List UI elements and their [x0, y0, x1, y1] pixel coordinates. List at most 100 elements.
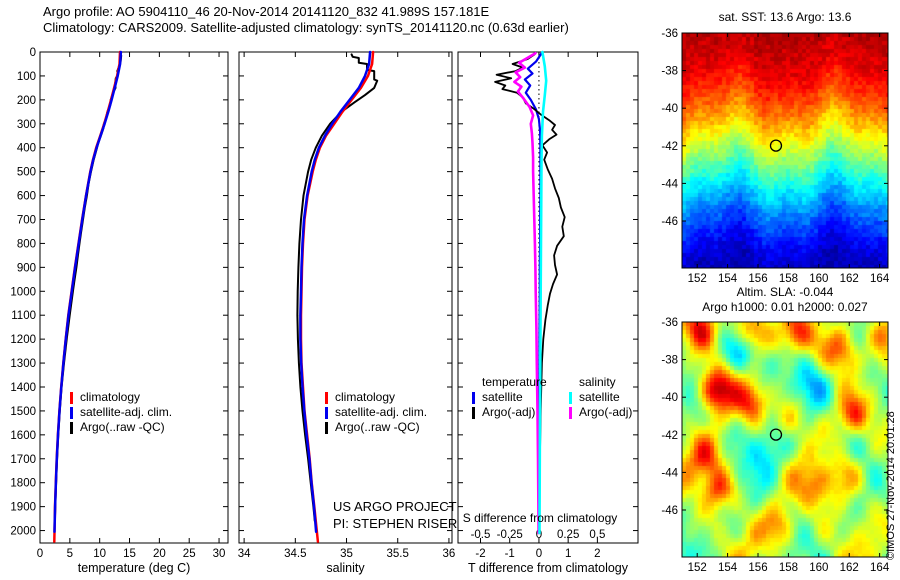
diff-salinity-legend-title: salinity: [579, 375, 616, 389]
svg-text:-44: -44: [661, 178, 678, 190]
svg-text:0: 0: [37, 548, 43, 560]
svg-text:1100: 1100: [11, 310, 36, 322]
temperature-x-axis-label: temperature (deg C): [78, 561, 191, 575]
sla-map-title: Altim. SLA: -0.044 Argo h1000: 0.01 h200…: [660, 285, 900, 315]
legend-item-climatology: climatology: [325, 390, 427, 405]
svg-text:160: 160: [809, 562, 828, 574]
difference-series-satellite-S: [538, 50, 548, 535]
svg-text:164: 164: [870, 273, 890, 285]
svg-text:0: 0: [536, 529, 542, 541]
svg-text:-46: -46: [661, 216, 678, 228]
difference-x-axis-label: T difference from climatology: [468, 561, 629, 575]
svg-text:-42: -42: [661, 430, 678, 442]
svg-text:900: 900: [17, 262, 36, 274]
svg-text:156: 156: [748, 273, 767, 285]
svg-text:1200: 1200: [10, 334, 36, 346]
title-line-1: Argo profile: AO 5904110_46 20-Nov-2014 …: [43, 4, 490, 19]
svg-text:1: 1: [565, 548, 571, 560]
figure-title: Argo profile: AO 5904110_46 20-Nov-2014 …: [43, 4, 569, 36]
svg-text:162: 162: [840, 273, 859, 285]
title-line-2: Climatology: CARS2009. Satellite-adjuste…: [43, 20, 569, 35]
legend-label-argo-adj-t: Argo(-adj): [482, 405, 536, 419]
climatology-line-swatch: [70, 391, 73, 404]
climatology-line-swatch: [325, 391, 328, 404]
legend-label-climatology: climatology: [80, 390, 141, 404]
svg-text:200: 200: [17, 95, 36, 107]
legend-label-climatology: climatology: [335, 390, 396, 404]
svg-text:2000: 2000: [10, 526, 36, 538]
sst-profile-location-marker: [769, 139, 783, 152]
svg-text:34.5: 34.5: [284, 548, 306, 560]
svg-text:-36: -36: [661, 28, 678, 40]
project-line-2: PI: STEPHEN RISER: [333, 516, 458, 531]
sla-map-frame: 152 154 156 158 160 162 164 -36 -38 -40 -42 -44 -46: [661, 317, 889, 574]
svg-text:162: 162: [840, 562, 859, 574]
legend-item-argo-raw-qc: Argo(..raw -QC): [325, 420, 427, 435]
svg-text:154: 154: [718, 562, 738, 574]
svg-text:800: 800: [17, 238, 36, 250]
svg-text:10: 10: [93, 548, 106, 560]
svg-text:-40: -40: [661, 392, 678, 404]
satellite-adj-clim-line-swatch: [70, 406, 73, 419]
legend-label-satellite-s: satellite: [579, 390, 620, 404]
svg-text:15: 15: [123, 548, 136, 560]
salinity-panel-legend: climatology satellite-adj. clim. Argo(..…: [325, 390, 427, 435]
svg-text:25: 25: [183, 548, 196, 560]
legend-item-climatology: climatology: [70, 390, 172, 405]
svg-text:1500: 1500: [10, 406, 36, 418]
satellite-adj-clim-line-swatch: [325, 406, 328, 419]
svg-text:20: 20: [153, 548, 166, 560]
diff-salinity-legend: salinity satellite Argo(-adj): [569, 375, 632, 420]
salinity-x-axis-label: salinity: [326, 561, 365, 575]
svg-text:-44: -44: [661, 467, 678, 479]
svg-text:1900: 1900: [10, 502, 36, 514]
svg-text:500: 500: [17, 167, 36, 179]
svg-text:34: 34: [238, 548, 251, 560]
svg-text:36: 36: [443, 548, 456, 560]
legend-item-satellite-s: satellite: [569, 390, 632, 405]
diff-temperature-legend: temperature satellite Argo(-adj): [472, 375, 547, 420]
svg-text:1000: 1000: [10, 286, 36, 298]
temperature-series-argo-raw-qc: [53, 54, 123, 522]
legend-item-argo-adj-t: Argo(-adj): [472, 405, 547, 420]
svg-text:-1: -1: [505, 548, 515, 560]
svg-text:100: 100: [17, 71, 36, 83]
svg-text:-46: -46: [661, 505, 678, 517]
sst-map-frame: 152 154 156 158 160 162 164 -36 -38 -40 -42 -44 -46: [661, 28, 889, 285]
s-axis-label: S difference from climatology: [462, 511, 618, 525]
svg-text:400: 400: [17, 143, 36, 155]
project-annotation: US ARGO PROJECT PI: STEPHEN RISER: [333, 498, 457, 532]
svg-text:160: 160: [809, 273, 828, 285]
legend-item-satellite-adj-clim: satellite-adj. clim.: [325, 405, 427, 420]
svg-text:156: 156: [748, 562, 767, 574]
legend-item-argo-raw-qc: Argo(..raw -QC): [70, 420, 172, 435]
argo-adj-s-line-swatch: [569, 406, 572, 419]
legend-label-argo-adj-s: Argo(-adj): [579, 405, 633, 419]
legend-item-satellite-t: satellite: [472, 390, 547, 405]
legend-label-argo-raw-qc: Argo(..raw -QC): [80, 420, 165, 434]
argo-raw-qc-line-swatch: [70, 421, 73, 434]
sla-title-line-1: Altim. SLA: -0.044: [736, 285, 834, 299]
svg-text:1300: 1300: [10, 358, 36, 370]
salinity-panel: 34 34.5 35 35.5 36 salinity: [238, 50, 456, 575]
legend-label-satellite-adj-clim: satellite-adj. clim.: [335, 405, 428, 419]
legend-item-satellite-adj-clim: satellite-adj. clim.: [70, 405, 172, 420]
svg-text:300: 300: [17, 119, 36, 131]
satellite-s-line-swatch: [569, 391, 572, 404]
salinity-series-climatology: [299, 50, 375, 543]
sla-title-line-2: Argo h1000: 0.01 h2000: 0.027: [702, 300, 868, 314]
svg-text:1400: 1400: [10, 382, 36, 394]
svg-text:600: 600: [17, 191, 36, 203]
satellite-t-line-swatch: [472, 391, 475, 404]
svg-text:35.5: 35.5: [387, 548, 409, 560]
svg-text:0.5: 0.5: [589, 529, 605, 541]
svg-text:0: 0: [30, 47, 36, 59]
svg-text:700: 700: [17, 214, 36, 226]
svg-text:-38: -38: [661, 355, 678, 367]
temperature-panel-legend: climatology satellite-adj. clim. Argo(..…: [70, 390, 172, 435]
difference-panel: -2 -1 0 1 2T difference from climatology -0.5…: [457, 50, 639, 575]
sst-map-title: sat. SST: 13.6 Argo: 13.6: [718, 10, 852, 24]
argo-adj-t-line-swatch: [472, 406, 475, 419]
